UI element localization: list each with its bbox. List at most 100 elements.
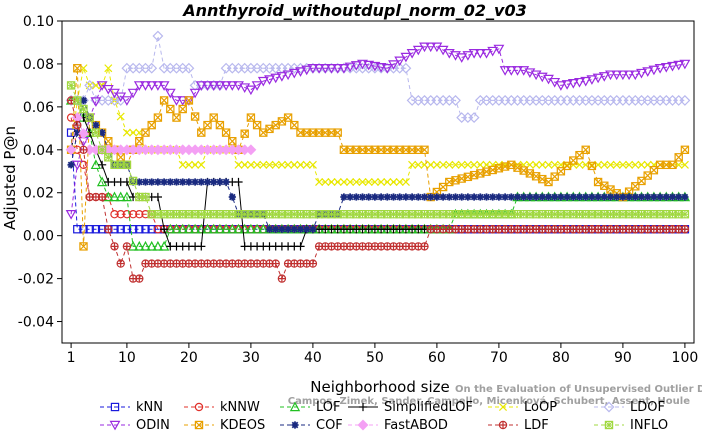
data-point xyxy=(631,160,640,169)
data-point xyxy=(152,240,164,251)
legend: kNN kNNW LOF SimplifiedLOF LoOP LDOF ODIN KDEOS… xyxy=(100,400,668,433)
data-point xyxy=(352,177,361,187)
data-point xyxy=(135,178,143,186)
data-point xyxy=(463,160,472,169)
data-point xyxy=(153,113,163,122)
data-point xyxy=(195,81,207,91)
data-point xyxy=(557,193,565,201)
data-point xyxy=(271,160,280,169)
data-point xyxy=(512,66,523,76)
series-line xyxy=(70,66,685,183)
data-point xyxy=(532,193,540,201)
data-point xyxy=(277,274,287,283)
data-point xyxy=(474,49,486,59)
data-point xyxy=(160,225,169,234)
data-point xyxy=(140,81,151,91)
data-point xyxy=(265,225,274,233)
data-point xyxy=(284,160,293,169)
data-point xyxy=(499,66,511,76)
legend-item: KDEOS xyxy=(184,418,265,433)
data-point xyxy=(109,191,120,202)
legend-item: LDF xyxy=(488,418,549,433)
data-point xyxy=(264,75,275,85)
data-point xyxy=(152,30,164,42)
data-point xyxy=(574,77,585,88)
data-point xyxy=(154,178,162,186)
data-point xyxy=(65,144,77,156)
data-point xyxy=(141,192,150,202)
data-point xyxy=(563,193,571,201)
data-point xyxy=(451,193,460,201)
data-point xyxy=(468,49,480,59)
data-point xyxy=(104,153,113,162)
data-point xyxy=(464,193,472,201)
data-point xyxy=(160,178,168,186)
legend-label: INFLO xyxy=(630,418,668,433)
legend-marker xyxy=(289,401,301,412)
data-point xyxy=(276,72,288,82)
data-point xyxy=(197,178,205,186)
data-point xyxy=(65,210,77,220)
data-point xyxy=(85,113,94,122)
data-point xyxy=(215,120,225,130)
data-point xyxy=(270,73,282,84)
data-point xyxy=(265,160,274,169)
data-point xyxy=(383,177,392,187)
data-point xyxy=(600,160,609,169)
data-point xyxy=(394,56,406,67)
series-kdeos xyxy=(66,64,690,251)
data-point xyxy=(617,70,629,81)
data-point xyxy=(363,60,375,71)
data-point xyxy=(674,153,683,162)
data-point xyxy=(358,193,367,201)
data-point xyxy=(544,193,553,201)
data-point xyxy=(84,79,96,91)
data-point xyxy=(476,160,485,169)
data-point xyxy=(79,96,88,105)
data-point xyxy=(406,49,418,59)
data-point xyxy=(456,53,468,63)
data-point xyxy=(420,193,429,201)
data-point xyxy=(278,225,286,233)
data-point xyxy=(396,193,404,201)
data-point xyxy=(358,177,367,187)
data-point xyxy=(183,62,195,74)
y-tick-label: 0.02 xyxy=(23,186,54,202)
data-point xyxy=(141,178,150,186)
data-point xyxy=(301,65,313,76)
data-point xyxy=(73,96,82,105)
data-point xyxy=(222,178,230,186)
data-point xyxy=(147,120,156,130)
data-point xyxy=(344,62,356,73)
data-point xyxy=(246,160,255,169)
data-point xyxy=(586,75,598,85)
data-point xyxy=(569,193,577,201)
data-point xyxy=(245,144,257,156)
data-point xyxy=(594,193,602,201)
data-point xyxy=(598,72,610,82)
data-point xyxy=(191,178,199,186)
x-tick-label: 50 xyxy=(366,350,384,366)
data-point xyxy=(588,193,596,201)
data-point xyxy=(296,225,305,233)
legend-marker xyxy=(291,421,299,429)
x-tick-label: 80 xyxy=(552,350,570,366)
data-point xyxy=(400,52,412,63)
data-point xyxy=(637,160,646,169)
data-point xyxy=(185,178,193,186)
data-point xyxy=(313,64,325,74)
data-point xyxy=(214,81,226,91)
data-point xyxy=(680,160,689,169)
data-point xyxy=(216,178,224,186)
data-point xyxy=(389,193,398,201)
data-point xyxy=(308,259,318,268)
data-point xyxy=(148,178,156,186)
data-point xyxy=(228,137,237,146)
data-point xyxy=(377,193,385,201)
data-point xyxy=(128,209,138,219)
data-point xyxy=(371,193,379,201)
data-point xyxy=(171,96,182,106)
data-point xyxy=(419,42,430,53)
legend-item: SimplifiedLOF xyxy=(348,400,473,415)
